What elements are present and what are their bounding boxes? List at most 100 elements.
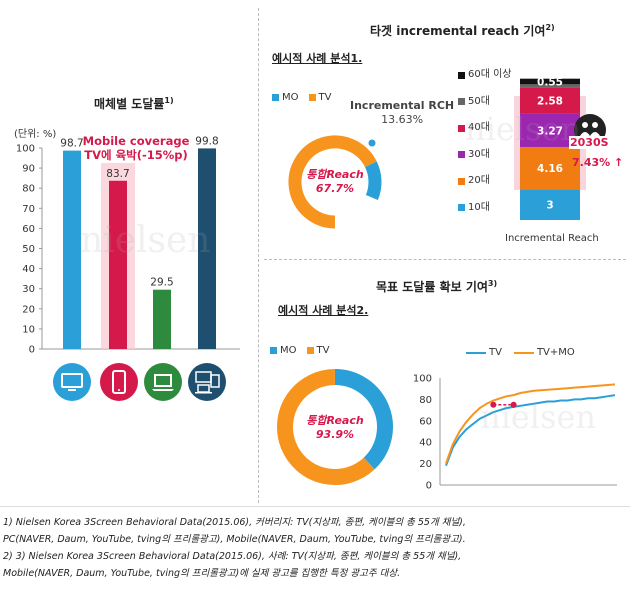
y-tick-label: 100 [16, 144, 35, 155]
line-y-tick-label: 0 [426, 481, 432, 492]
line-y-tick-label: 20 [419, 459, 432, 470]
incremental-rch-value: 13.63% [381, 113, 424, 126]
stack-segment-label: 0.55 [537, 76, 563, 88]
legend-tv-label: TV [318, 92, 332, 103]
annotation-line2: TV에 육박(-15%p) [84, 148, 188, 162]
legend-mo-swatch [272, 94, 279, 101]
coverage-annotation: Mobile coverage TV에 육박(-15%p) [80, 134, 192, 162]
legend-tv-swatch [308, 94, 316, 101]
stack-segment-label: 2.58 [537, 95, 563, 107]
stack-segment [520, 189, 580, 220]
legend2-tv-swatch [306, 347, 314, 354]
top-right-title-text: 타겟 incremental reach 기여 [370, 24, 546, 38]
bar [198, 148, 216, 349]
left-title-text: 매체별 도달률 [94, 97, 165, 111]
y-tick-label: 70 [22, 204, 35, 215]
multiscreen-icon-glyph [195, 371, 220, 394]
annotation-line1: Mobile coverage [82, 134, 190, 148]
badge-value: 7.43% ↑ [572, 156, 624, 169]
donut1-legend: MO TV [272, 92, 331, 103]
donut1-mo-dot [368, 139, 376, 147]
donut1-center-line2: 67.7% [315, 182, 355, 195]
legend-mo-label: MO [282, 92, 299, 103]
age-legend-item: 40대 [458, 115, 512, 142]
tv-icon-glyph [61, 373, 83, 391]
case-label-1: 예시적 사례 분석1. [272, 52, 363, 65]
line-y-tick-label: 100 [413, 374, 432, 385]
bottom-right-title: 목표 도달률 확보 기여3) [376, 278, 497, 295]
bar [63, 150, 81, 349]
donut2-center: 통합Reach 93.9% [297, 414, 373, 442]
line-series-tv [445, 394, 616, 467]
footnote-line: Mobile(NAVER, Daum, YouTube, tving의 프리롤광… [3, 568, 401, 579]
multiscreen-icon [188, 363, 226, 401]
bottom-right-title-text: 목표 도달률 확보 기여 [376, 280, 488, 294]
top-right-title: 타겟 incremental reach 기여2) [370, 22, 555, 39]
age-swatch-40 [458, 124, 465, 132]
donut2-legend: MO TV [270, 345, 329, 356]
bottom-right-title-sup: 3) [487, 279, 498, 288]
donut-chart-1 [288, 135, 382, 229]
stack-segment [520, 84, 580, 88]
top-right-title-sup: 2) [545, 23, 555, 32]
footnote-line: 2) 3) Nielsen Korea 3Screen Behavioral D… [3, 551, 462, 562]
y-tick-label: 30 [22, 284, 35, 295]
incremental-rch-name: Incremental RCH [350, 99, 455, 112]
y-tick-label: 40 [22, 264, 35, 275]
y-tick-label: 20 [22, 304, 35, 315]
y-tick-label: 80 [22, 184, 35, 195]
laptop-icon-glyph [152, 374, 174, 391]
age-swatch-50 [458, 98, 465, 106]
y-tick-label: 50 [22, 244, 35, 255]
line-y-tick-label: 60 [419, 416, 432, 427]
line-legend-tv-label: TV [489, 347, 502, 358]
stack-segment [520, 146, 580, 190]
age-label-30: 30대 [468, 148, 490, 160]
age-label-50: 50대 [468, 95, 490, 107]
annotation-point-end [510, 401, 517, 408]
donut1-center: 통합Reach 67.7% [300, 168, 370, 196]
laptop-icon [144, 363, 182, 401]
age-label-40: 40대 [468, 122, 490, 133]
bar-value-label: 29.5 [150, 277, 173, 289]
line-legend: TV TV+MO [466, 347, 575, 358]
age-label-20: 20대 [468, 175, 490, 186]
bar [109, 180, 127, 349]
stack-xlabel: Incremental Reach [505, 233, 599, 244]
unit-label: (단위: %) [14, 129, 57, 140]
watermark-left: nielsen [80, 220, 211, 261]
y-tick-label: 90 [22, 164, 35, 175]
footnote-divider [0, 506, 630, 507]
line-legend-tvmo-swatch [513, 351, 534, 354]
bar-value-label: 83.7 [106, 168, 129, 180]
donut2-tv-arc [277, 369, 375, 485]
legend2-tv-label: TV [316, 345, 330, 356]
stack-segment-label: 3 [546, 200, 553, 212]
donut2-mo-arc [334, 369, 393, 470]
case-label-2: 예시적 사례 분석2. [278, 304, 369, 317]
age-legend: 60대 이상 50대 40대 30대 20대 10대 [458, 62, 512, 221]
donut2-center-line1: 통합Reach [306, 414, 364, 427]
badge-text: 2030S [569, 136, 610, 149]
legend2-mo-label: MO [280, 345, 297, 356]
age-legend-item: 50대 [458, 89, 512, 116]
line-legend-tv-swatch [466, 351, 486, 354]
reach-bar-chart: 0 10 20 30 40 50 60 70 80 90 100 98.7 83.7 29.5 99.8 [16, 135, 240, 356]
stack-segment [520, 87, 580, 114]
footnotes: 1) Nielsen Korea 3Screen Behavioral Data… [3, 514, 466, 582]
y-tick-label: 60 [22, 224, 35, 235]
stack-segment-label: 3.27 [537, 125, 563, 137]
age-legend-item: 10대 [458, 195, 512, 222]
annotation-point-start [490, 401, 497, 408]
donut-chart-2 [277, 369, 393, 485]
mobile-icon [100, 363, 138, 401]
age-swatch-30 [458, 151, 465, 159]
tv-icon [53, 363, 91, 401]
age-swatch-10 [458, 204, 465, 212]
age-swatch-60 [458, 71, 465, 79]
footnote-line: 1) Nielsen Korea 3Screen Behavioral Data… [3, 517, 466, 528]
watermark-top-right: nielsen [465, 110, 581, 148]
footnote-line: PC(NAVER, Daum, YouTube, tving의 프리롤광고), … [3, 534, 466, 545]
age-label-10: 10대 [468, 201, 490, 213]
line-legend-tvmo-label: TV+MO [536, 347, 575, 358]
